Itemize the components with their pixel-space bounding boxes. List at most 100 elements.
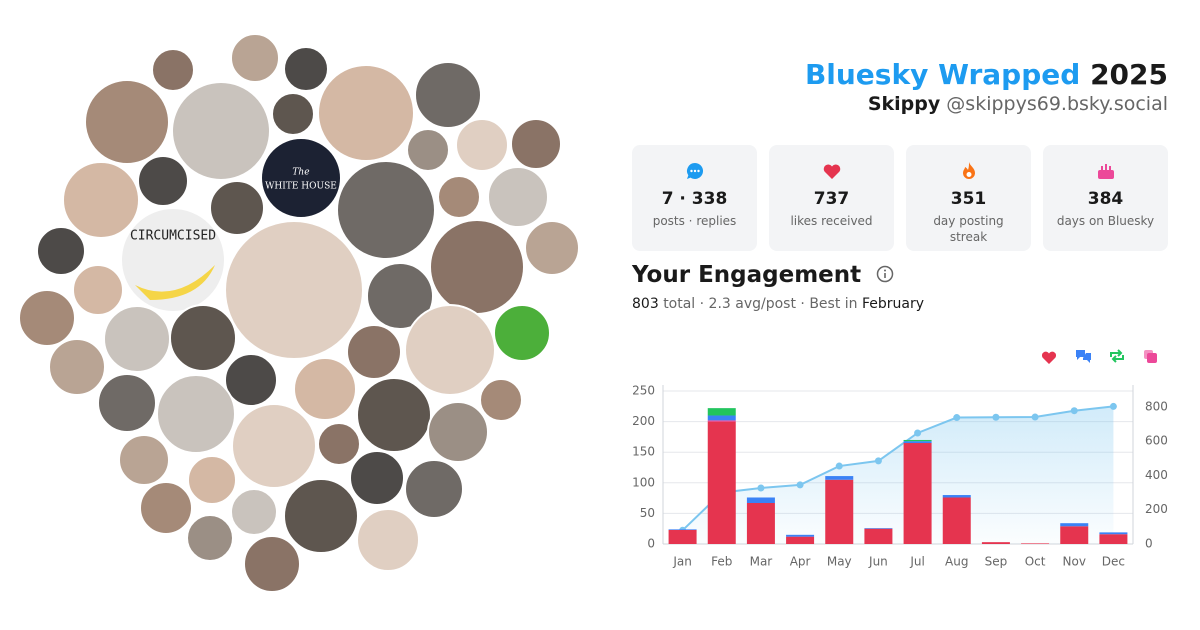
banana xyxy=(135,265,215,300)
avatar xyxy=(356,377,432,453)
avatar xyxy=(479,378,523,422)
bar-segment xyxy=(903,443,932,544)
x-tick-label: Dec xyxy=(1102,555,1125,569)
avatar xyxy=(36,226,86,276)
avatar xyxy=(84,79,170,165)
legend-replies xyxy=(1076,350,1091,363)
bar-segment xyxy=(707,421,736,544)
collage-text: The xyxy=(292,168,309,178)
line-point xyxy=(757,484,765,492)
avatar xyxy=(283,46,329,92)
title: Bluesky Wrapped 2025 xyxy=(805,58,1168,91)
avatar xyxy=(72,264,124,316)
avatar xyxy=(317,64,415,162)
avatar xyxy=(414,61,482,129)
avatar xyxy=(427,401,489,463)
stat-label: posts · replies xyxy=(652,214,737,228)
x-tick-label: Nov xyxy=(1063,555,1086,569)
stat-value: 737 xyxy=(813,189,850,209)
x-tick-label: Jun xyxy=(868,555,888,569)
x-tick-label: Sep xyxy=(985,555,1008,569)
bar-segment xyxy=(825,479,854,544)
y-tick-label: 0 xyxy=(647,537,655,551)
y2-tick-label: 600 xyxy=(1145,434,1168,448)
avatar xyxy=(243,535,301,593)
info-icon[interactable] xyxy=(875,264,895,284)
legend-likes xyxy=(1041,351,1057,364)
days-icon xyxy=(1097,164,1114,179)
line-point xyxy=(953,414,961,422)
avatar xyxy=(230,488,278,536)
collage-text: CIRCUMCISED xyxy=(130,229,216,244)
user: Skippy @skippys69.bsky.social xyxy=(805,93,1168,115)
stat-label: likes received xyxy=(790,214,873,228)
stat-value: 7 · 338 xyxy=(661,189,728,209)
line-area xyxy=(682,406,1114,544)
line-point xyxy=(796,481,804,489)
avatar xyxy=(437,175,481,219)
streak-icon xyxy=(962,162,975,179)
bar-segment xyxy=(1060,523,1089,527)
avatar xyxy=(406,128,450,172)
x-tick-label: Mar xyxy=(750,555,773,569)
engagement-title: Your Engagement xyxy=(632,262,924,288)
avatar xyxy=(271,92,315,136)
x-tick-label: Oct xyxy=(1025,555,1046,569)
avatar xyxy=(97,373,157,433)
bar-segment xyxy=(942,497,971,544)
avatar xyxy=(62,161,140,239)
bar-segment xyxy=(1099,532,1128,535)
avatar xyxy=(336,160,436,260)
stat-label: day posting streak xyxy=(933,214,1004,244)
avatar xyxy=(151,48,195,92)
avatar xyxy=(137,155,189,207)
engagement-chart: 0 50 100 150 200 250 0 200 400 600 800 Jan Feb Mar Apr… xyxy=(632,349,1168,569)
bar-segment xyxy=(746,497,775,503)
header: Bluesky Wrapped 2025 Skippy @skippys69.b… xyxy=(805,58,1168,115)
stat-value: 384 xyxy=(1087,189,1124,209)
stat-value: 351 xyxy=(950,189,987,209)
user-handle: @skippys69.bsky.social xyxy=(946,93,1168,115)
y2-tick-label: 400 xyxy=(1145,468,1168,482)
y-tick-label: 50 xyxy=(640,506,655,520)
avatar xyxy=(224,220,364,360)
cumulative-line xyxy=(681,405,1114,532)
avatar xyxy=(231,403,317,489)
collage-text: WHITE HOUSE xyxy=(265,182,337,192)
bar-segment xyxy=(864,528,893,544)
y-tick-label: 250 xyxy=(632,384,655,398)
user-name: Skippy xyxy=(867,93,941,115)
y-tick-label: 150 xyxy=(632,445,655,459)
avatar xyxy=(18,289,76,347)
bar-segment xyxy=(668,529,697,530)
avatar xyxy=(493,304,551,362)
avatar xyxy=(118,434,170,486)
avatar xyxy=(260,137,342,219)
bar-segment xyxy=(668,529,697,544)
bar-segment xyxy=(786,536,815,544)
line-point xyxy=(874,457,882,465)
avatar xyxy=(169,304,237,372)
engagement-best: February xyxy=(862,296,925,312)
likes-icon xyxy=(823,164,840,179)
stat-card: 351 day posting streak xyxy=(906,145,1031,251)
bar-segment xyxy=(707,415,736,421)
bar-segment xyxy=(981,542,1010,544)
bar-segment xyxy=(1060,526,1089,544)
bar-segment xyxy=(1021,543,1050,544)
bar-segment xyxy=(825,476,854,480)
engagement: Your Engagement 803 total · 2.3 avg/post… xyxy=(632,262,924,312)
bar-segment xyxy=(942,495,971,498)
title-year: 2025 xyxy=(1090,58,1168,91)
avatar xyxy=(139,481,193,535)
avatar xyxy=(209,180,265,236)
bar-segment xyxy=(903,439,932,442)
avatar xyxy=(156,374,236,454)
line-point xyxy=(835,462,843,470)
x-tick-label: Jan xyxy=(672,555,692,569)
avatar xyxy=(349,450,405,506)
title-brand: Bluesky Wrapped xyxy=(804,58,1081,91)
x-tick-label: Jul xyxy=(909,555,924,569)
engagement-total: 803 xyxy=(632,296,659,312)
